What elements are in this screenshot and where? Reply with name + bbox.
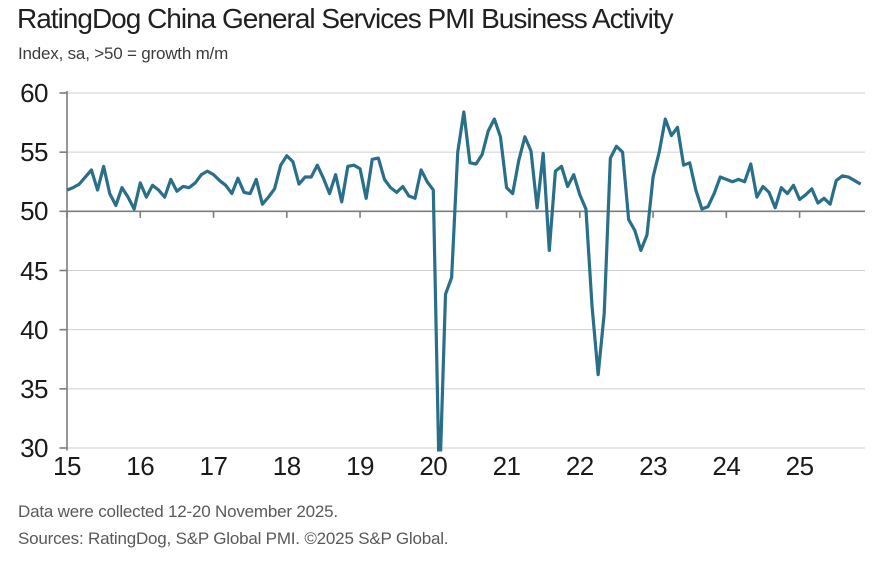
x-tick-label: 23 [639, 451, 668, 481]
y-tick-label: 55 [20, 137, 48, 168]
y-tick-label: 50 [20, 196, 48, 227]
chart-subtitle: Index, sa, >50 = growth m/m [18, 44, 229, 63]
x-tick-label: 20 [419, 451, 448, 481]
x-tick-label: 16 [126, 451, 155, 481]
y-tick-label: 40 [20, 314, 48, 345]
chart-title: RatingDog China General Services PMI Bus… [17, 3, 674, 34]
x-tick-label: 17 [199, 451, 228, 481]
footer-sources: Sources: RatingDog, S&P Global PMI. ©202… [18, 529, 449, 548]
y-tick-label: 30 [20, 433, 48, 463]
x-tick-label: 15 [53, 451, 81, 481]
x-tick-label: 22 [565, 451, 594, 481]
x-tick-label: 18 [272, 451, 301, 481]
footer-collection-note: Data were collected 12-20 November 2025. [18, 502, 338, 521]
pmi-series-line [67, 110, 862, 452]
y-tick-label: 35 [20, 373, 48, 404]
y-tick-label: 45 [20, 255, 48, 286]
x-tick-label: 19 [346, 451, 374, 481]
x-tick-label: 25 [785, 451, 814, 481]
x-tick-label: 21 [492, 451, 521, 481]
y-tick-label: 60 [20, 78, 48, 108]
x-tick-label: 24 [712, 451, 741, 481]
